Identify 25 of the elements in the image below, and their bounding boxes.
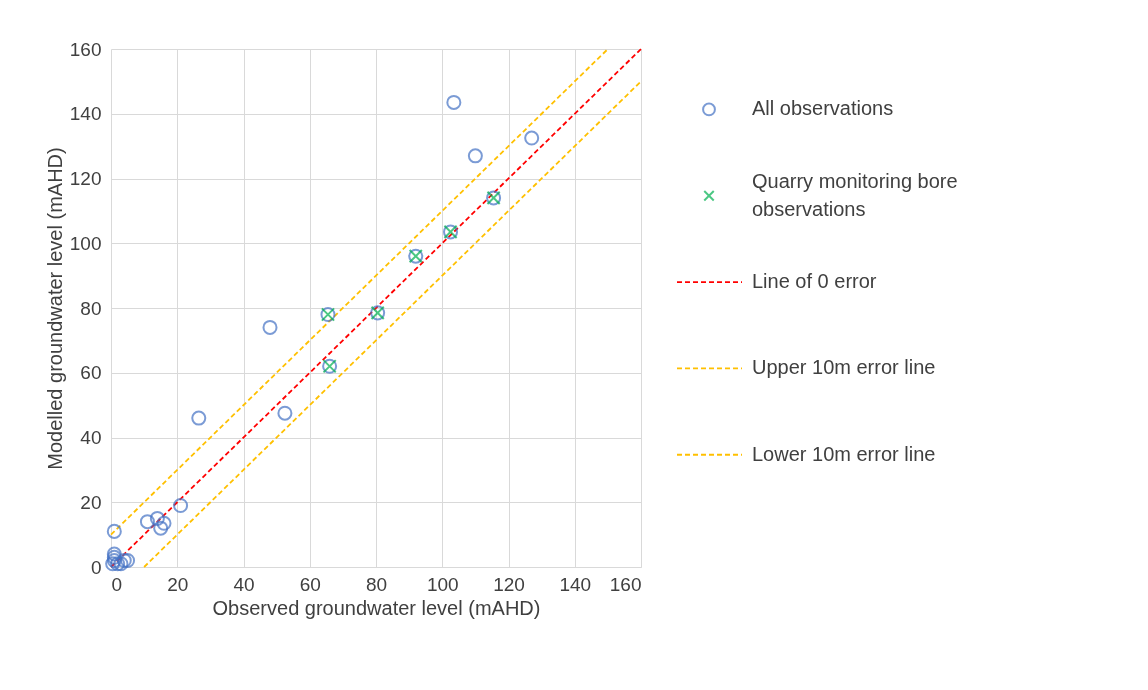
x-tick-label: 160 <box>609 573 642 595</box>
x-tick-label: 60 <box>299 573 321 595</box>
legend-label: Line of 0 error <box>752 270 877 293</box>
y-tick-label: 120 <box>69 168 102 189</box>
legend-label: Quarry monitoring bore observations <box>752 169 958 220</box>
x-tick-label: 100 <box>426 573 459 595</box>
legend-label: All observations <box>752 97 894 120</box>
x-tick-label: 120 <box>493 573 525 595</box>
y-tick-label: 100 <box>69 232 102 254</box>
y-tick-label: 80 <box>80 297 102 319</box>
x-tick-label: 20 <box>167 573 189 595</box>
x-tick-label: 140 <box>559 573 592 595</box>
y-axis-title: Modelled groundwater level (mAHD) <box>43 147 66 470</box>
y-tick-label: 0 <box>90 556 102 578</box>
y-tick-label: 160 <box>69 38 102 60</box>
y-tick-label: 140 <box>69 103 102 125</box>
legend-label: Upper 10m error line <box>752 356 936 379</box>
x-tick-label: 80 <box>365 573 388 595</box>
y-tick-label: 20 <box>80 491 102 513</box>
x-axis-title: Observed groundwater level (mAHD) <box>212 596 541 619</box>
x-tick-label: 40 <box>233 573 255 595</box>
y-tick-label: 40 <box>80 427 102 448</box>
legend-label: Lower 10m error line <box>752 442 936 465</box>
x-tick-label: 0 <box>111 573 123 595</box>
y-tick-label: 60 <box>80 362 102 384</box>
